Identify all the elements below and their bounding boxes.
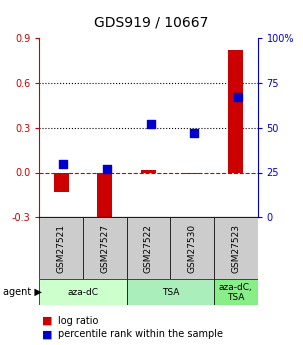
FancyBboxPatch shape — [127, 217, 170, 279]
Text: percentile rank within the sample: percentile rank within the sample — [58, 329, 223, 339]
Point — [61, 161, 66, 166]
Bar — [185, 172, 200, 174]
Text: aza-dC,
TSA: aza-dC, TSA — [219, 283, 253, 302]
Text: GSM27521: GSM27521 — [57, 224, 66, 273]
Text: log ratio: log ratio — [58, 316, 98, 326]
Bar — [97, 172, 112, 225]
Text: aza-dC: aza-dC — [68, 288, 98, 297]
Text: agent ▶: agent ▶ — [3, 287, 42, 297]
Text: GSM27530: GSM27530 — [188, 224, 197, 273]
FancyBboxPatch shape — [214, 217, 258, 279]
Text: ■: ■ — [42, 329, 53, 339]
Point — [192, 130, 197, 136]
Text: GSM27527: GSM27527 — [100, 224, 109, 273]
Text: TSA: TSA — [161, 288, 179, 297]
Point — [148, 121, 153, 127]
FancyBboxPatch shape — [39, 279, 127, 305]
Text: GSM27523: GSM27523 — [231, 224, 240, 273]
FancyBboxPatch shape — [83, 217, 127, 279]
FancyBboxPatch shape — [170, 217, 214, 279]
Bar — [54, 172, 69, 192]
Text: ■: ■ — [42, 316, 53, 326]
Text: GDS919 / 10667: GDS919 / 10667 — [94, 16, 209, 30]
Point — [235, 95, 240, 100]
Bar — [228, 50, 243, 172]
Text: GSM27522: GSM27522 — [144, 224, 153, 273]
FancyBboxPatch shape — [39, 217, 83, 279]
Bar — [141, 169, 156, 172]
FancyBboxPatch shape — [214, 279, 258, 305]
FancyBboxPatch shape — [127, 279, 214, 305]
Point — [105, 166, 109, 172]
